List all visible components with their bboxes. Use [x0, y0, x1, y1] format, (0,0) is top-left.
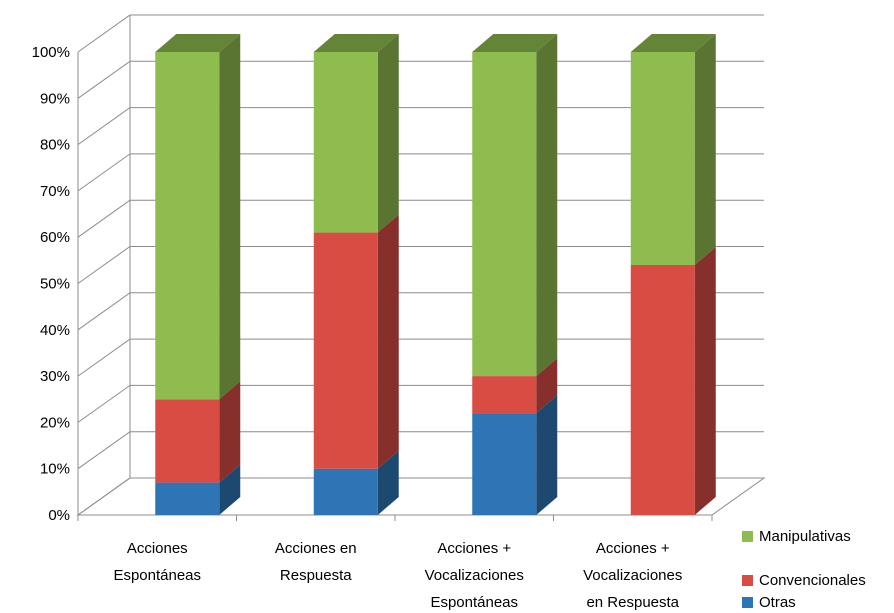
x-tick-label: Espontáneas [113, 567, 201, 584]
gridline-side [77, 246, 131, 284]
bar-segment [472, 52, 537, 377]
bar-segment-side [377, 34, 399, 233]
y-tick-label: 40% [40, 322, 70, 339]
y-tick-label: 90% [40, 90, 70, 107]
legend-swatch [742, 597, 753, 608]
gridline-side [77, 199, 131, 238]
legend-item: Manipulativas [742, 528, 851, 545]
bar-top [630, 34, 716, 52]
bar-segment [630, 264, 695, 515]
x-tick-label: Respuesta [280, 567, 352, 584]
bar-top [155, 34, 241, 52]
bar-segment-side [694, 246, 716, 516]
y-tick-label: 30% [40, 368, 70, 385]
bar-top [472, 34, 558, 52]
legend-item: Convencionales [742, 572, 866, 589]
x-axis: Acciones Espontáneas Acciones en Respuesta A… [77, 515, 713, 611]
gridline-side [77, 431, 131, 470]
y-tick-label: 10% [40, 461, 70, 478]
x-tick-label: Acciones [127, 540, 188, 557]
bar-segment-side [536, 34, 558, 377]
bar-segment-side [377, 214, 399, 469]
bar-segment [472, 413, 537, 515]
bar-segment [155, 482, 220, 515]
bar-segment [155, 52, 220, 400]
legend-item: Otras [742, 594, 796, 611]
y-tick-label: 0% [48, 507, 70, 524]
bar-segment [313, 468, 378, 515]
bar-segment [472, 376, 537, 414]
x-tick-label: Vocalizaciones [425, 567, 524, 584]
x-tick-label: Espontáneas [430, 594, 518, 611]
legend-swatch [742, 575, 753, 586]
gridline-side [77, 14, 131, 53]
bar-stack [155, 34, 241, 515]
x-tick-label: en Respuesta [586, 594, 679, 611]
x-tick-label: Acciones en [275, 540, 357, 557]
legend-swatch [742, 531, 753, 542]
y-tick-label: 80% [40, 137, 70, 154]
gridline-side [77, 107, 131, 146]
legend-label: Otras [759, 594, 796, 611]
x-tick-label: Acciones + [437, 540, 511, 557]
legend-label: Manipulativas [759, 528, 851, 545]
bar-segment [155, 399, 220, 483]
gridline-side [77, 60, 131, 99]
bar-segment-side [694, 34, 716, 265]
y-tick-label: 60% [40, 229, 70, 246]
gridline-side [77, 384, 131, 423]
y-tick-label: 20% [40, 414, 70, 431]
bar-stack [630, 34, 716, 516]
bar-stack [472, 34, 558, 515]
bar-top [313, 34, 399, 52]
legend-label: Convencionales [759, 572, 866, 589]
bar-segment [313, 232, 378, 469]
bars [155, 34, 716, 516]
x-tick-label: Vocalizaciones [583, 567, 682, 584]
gridline-side [77, 153, 131, 192]
bar-stack [313, 34, 399, 515]
y-tick-label: 70% [40, 183, 70, 200]
gridline-side [77, 338, 131, 377]
bar-segment-side [219, 381, 241, 483]
y-tick-label: 50% [40, 276, 70, 293]
gridline-side [77, 477, 131, 516]
bar-segment-side [536, 358, 558, 414]
bar-segment-side [377, 450, 399, 515]
bar-segment [313, 52, 378, 233]
gridline-side [77, 292, 131, 331]
bar-segment-side [219, 34, 241, 400]
y-tick-label: 100% [32, 44, 70, 61]
bar-segment-side [219, 464, 241, 515]
x-tick-label: Acciones + [596, 540, 670, 557]
bar-segment [630, 52, 695, 265]
bar-segment-side [536, 395, 558, 515]
y-axis: 0% 10% 20% 30% 40% 50% 60% 70% 80% 90% 100% [32, 44, 70, 524]
